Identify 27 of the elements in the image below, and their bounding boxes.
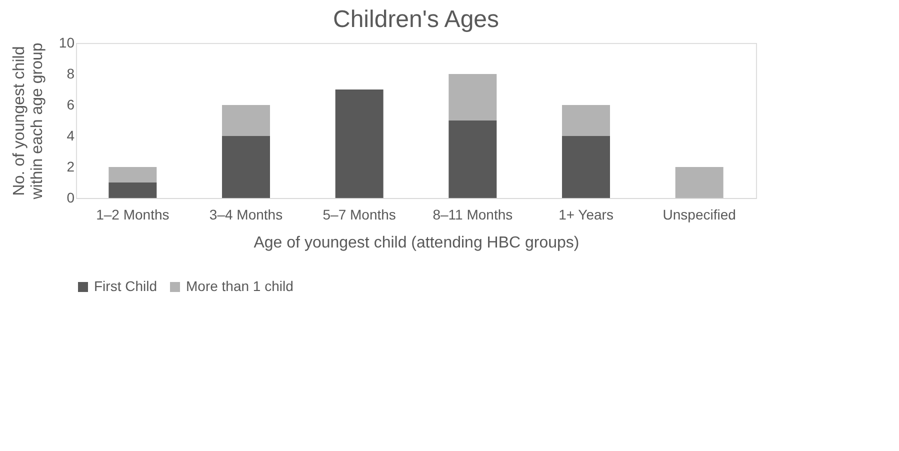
x-tick-label: 1+ Years [558,206,614,222]
x-tick-label: Unspecified [662,206,736,222]
y-tick-label: 6 [66,96,75,112]
x-tick-label: 3–4 Months [209,206,283,222]
x-tick-label: 1–2 Months [96,206,170,222]
y-tick-label: 4 [66,128,75,144]
x-tick-label: 8–11 Months [432,206,513,222]
bar [222,136,270,198]
x-tick-label: 5–7 Months [322,206,396,222]
bar [335,90,384,198]
y-axis-title: No. of youngest child within each age group [10,42,46,200]
bar [562,136,610,198]
y-tick-label: 8 [66,66,75,82]
bar [448,74,497,120]
bar [108,167,157,182]
y-tick-label: 0 [66,190,75,206]
bar [108,182,157,198]
bar [222,105,270,136]
y-tick-label: 2 [66,158,75,174]
bar [675,167,724,198]
bar [562,105,610,136]
y-tick-label: 10 [58,34,75,50]
x-axis-title: Age of youngest child (attending HBC groups) [254,234,580,252]
legend-label: First Child [94,278,158,294]
bar [448,120,497,198]
chart-title: Children's Ages [332,6,500,33]
legend-label: More than 1 child [186,278,294,294]
